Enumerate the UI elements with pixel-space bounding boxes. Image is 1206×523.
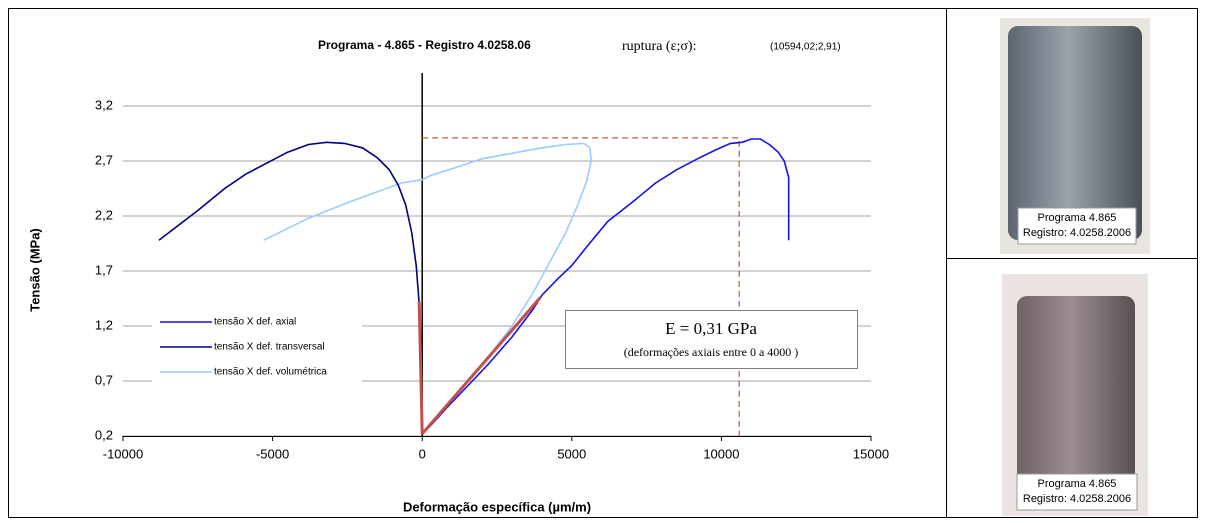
x-tick-label: 5000 [557,446,586,461]
series-line [263,142,593,435]
y-tick-label: 0,2 [95,427,113,442]
annotation-main: E = 0,31 GPa [665,319,757,338]
y-tick-label: 1,7 [95,262,113,277]
legend-label: tensão X def. axial [214,317,296,328]
y-tick-label: 1,2 [95,317,113,332]
x-tick-label: 15000 [853,446,889,461]
x-tick-label: 10000 [703,446,739,461]
photo-label-box [1017,207,1137,245]
photo-label: Registro: 4.0258.2006 [1023,227,1131,239]
fit-line [417,301,424,434]
photo-label: Registro: 4.0258.2006 [1023,493,1131,505]
specimen [1017,296,1135,500]
rupture-guide [422,137,740,436]
photo-label: Programa 4.865 [1038,212,1117,224]
legend-label: tensão X def. transversal [214,342,325,353]
y-tick-label: 0,7 [95,372,113,387]
annotation-sub: (deformações axiais entre 0 a 4000 ) [624,345,799,359]
rupture-label: (10594,02;2,91) [770,42,841,53]
series-line [421,138,790,435]
legend-label: tensão X def. volumétrica [214,367,327,378]
specimen [1008,26,1142,240]
y-tick-label: 2,2 [95,207,113,222]
x-tick-label: 0 [419,446,426,461]
outer-frame [8,8,1198,518]
photo-label: Programa 4.865 [1038,478,1117,490]
fit-line [421,296,542,435]
y-axis-title: Tensão (MPa) [27,228,42,312]
annotation-box [565,310,858,369]
y-tick-label: 2,7 [95,152,113,167]
series-line [158,141,423,434]
x-tick-label: -10000 [103,446,143,461]
chart-title: Programa - 4.865 - Registro 4.0258.06 [318,38,531,52]
x-tick-label: -5000 [256,446,289,461]
photo-label-box [1016,473,1138,511]
x-axis-title: Deformação específica (µm/m) [403,499,591,514]
y-tick-label: 3,2 [95,97,113,112]
rupture-caption: ruptura (ε;σ): [622,39,696,54]
